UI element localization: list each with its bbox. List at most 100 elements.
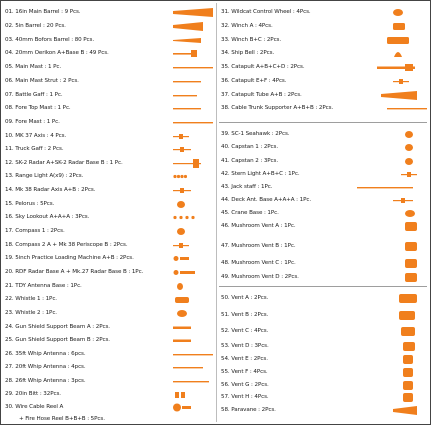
part-label: 48. Mushroom Vent C : 1Pc. xyxy=(221,260,296,266)
part-illustration-icon xyxy=(173,49,199,58)
part-label: 31. Wildcat Control Wheel : 4Pcs. xyxy=(221,9,311,15)
part-label: 28. 26ft Whip Antenna : 3pcs. xyxy=(5,378,86,384)
part-illustration-icon xyxy=(175,390,187,399)
part-illustration-icon xyxy=(173,36,201,45)
part-illustration-icon xyxy=(399,311,415,320)
part-label: 26. 35ft Whip Antenna : 6pcs. xyxy=(5,351,86,357)
part-illustration-icon xyxy=(381,91,417,100)
part-label: 14. Mk 38 Radar Axis A+B : 2Pcs. xyxy=(5,187,96,193)
part-illustration-icon xyxy=(399,294,417,303)
part-illustration-icon xyxy=(405,273,417,282)
part-label: 45. Crane Base : 1Pc. xyxy=(221,210,279,216)
part-illustration-icon xyxy=(405,222,417,231)
part-illustration-icon xyxy=(173,22,203,31)
part-label: 25. Gun Shield Support Beam B : 2Pcs. xyxy=(5,337,110,343)
part-illustration-icon xyxy=(403,381,413,390)
part-label: 42. Stern Light A+B+C : 1Pc. xyxy=(221,171,300,177)
part-illustration-icon xyxy=(173,186,191,195)
part-label: 52. Vent C : 4Pcs. xyxy=(221,328,269,334)
part-label: 30. Wire Cable Reel A xyxy=(5,404,64,410)
part-illustration-icon xyxy=(405,157,413,166)
part-illustration-icon xyxy=(173,254,189,263)
part-illustration-icon xyxy=(393,22,405,31)
part-illustration-icon xyxy=(173,132,189,141)
part-label: 44. Deck Ant. Base A+A+A : 1Pc. xyxy=(221,197,312,203)
part-illustration-icon xyxy=(173,213,197,222)
part-illustration-icon xyxy=(177,200,185,209)
part-label: 58. Paravane : 2Pcs. xyxy=(221,407,276,413)
part-label: 22. Whistle 1 : 1Pc. xyxy=(5,296,57,302)
part-label: 27. 20ft Whip Antenna : 4pcs. xyxy=(5,364,86,370)
part-label: + Fire Hose Reel B+B+B : 5Pcs. xyxy=(19,416,105,422)
part-label: 49. Mushroom Vent D : 2Pcs. xyxy=(221,274,299,280)
part-illustration-icon xyxy=(403,393,413,402)
part-illustration-icon xyxy=(173,77,201,86)
part-label: 50. Vent A : 2Pcs. xyxy=(221,295,269,301)
part-label: 08. Fore Top Mast : 1 Pc. xyxy=(5,105,71,111)
part-label: 40. Capstan 1 : 2Pcs. xyxy=(221,144,279,150)
part-illustration-icon xyxy=(393,77,409,86)
part-label: 10. MK 37 Axis : 4 Pcs. xyxy=(5,133,67,139)
part-label: 18. Compass 2 A + Mk 38 Periscope B : 2P… xyxy=(5,242,128,248)
part-illustration-icon xyxy=(173,118,213,127)
part-illustration-icon xyxy=(173,268,195,277)
part-label: 06. Main Mast Strut : 2 Pcs. xyxy=(5,78,79,84)
part-illustration-icon xyxy=(387,36,409,45)
part-label: 04. 20mm Oerikon A+Base B : 49 Pcs. xyxy=(5,50,109,56)
part-label: 43. Jack staff : 1Pc. xyxy=(221,184,273,190)
part-illustration-icon xyxy=(387,104,427,113)
part-illustration-icon xyxy=(177,282,183,291)
part-illustration-icon xyxy=(393,196,413,205)
part-illustration-icon xyxy=(401,170,417,179)
part-illustration-icon xyxy=(393,406,417,415)
part-label: 33. Winch B+C : 2Pcs. xyxy=(221,37,282,43)
part-illustration-icon xyxy=(405,242,417,251)
part-label: 05. Main Mast : 1 Pc. xyxy=(5,64,62,70)
part-illustration-icon xyxy=(173,104,201,113)
part-illustration-icon xyxy=(173,377,209,386)
part-label: 01. 16in Main Barrel : 9 Pcs. xyxy=(5,9,81,15)
part-label: 51. Vent B : 2Pcs. xyxy=(221,312,269,318)
part-illustration-icon xyxy=(405,130,413,139)
part-label: 34. Ship Bell : 2Pcs. xyxy=(221,50,275,56)
part-label: 55. Vent F : 4Pcs. xyxy=(221,369,268,375)
part-illustration-icon xyxy=(403,342,415,351)
part-label: 11. Truck Gaff : 2 Pcs. xyxy=(5,146,64,152)
part-label: 32. Winch A : 4Pcs. xyxy=(221,23,273,29)
part-label: 19. 5inch Practice Loading Machine A+B :… xyxy=(5,255,134,261)
part-illustration-icon xyxy=(177,227,185,236)
section-divider xyxy=(219,286,427,287)
part-illustration-icon xyxy=(403,368,413,377)
part-label: 36. Catapult E+F : 4Pcs. xyxy=(221,78,287,84)
part-illustration-icon xyxy=(173,363,203,372)
part-label: 03. 40mm Bofors Barrel : 80 Pcs. xyxy=(5,37,95,43)
part-illustration-icon xyxy=(357,183,413,192)
part-illustration-icon xyxy=(173,403,191,412)
part-illustration-icon xyxy=(177,309,187,318)
part-label: 15. Pelorus : 5Pcs. xyxy=(5,201,55,207)
part-label: 07. Battle Gaff : 1 Pc. xyxy=(5,92,63,98)
part-illustration-icon xyxy=(173,8,213,17)
part-label: 38. Cable Trunk Supporter A+B+B : 2Pcs. xyxy=(221,105,334,111)
part-label: 56. Vent G : 2Pcs. xyxy=(221,382,269,388)
part-illustration-icon xyxy=(173,350,213,359)
part-illustration-icon xyxy=(173,91,197,100)
part-label: 53. Vent D : 3Pcs. xyxy=(221,343,269,349)
section-divider xyxy=(219,122,427,123)
part-illustration-icon xyxy=(403,355,413,364)
part-label: 13. Range Light A(x9) : 2Pcs. xyxy=(5,173,84,179)
part-label: 20. RDF Radar Base A + Mk.27 Radar Base … xyxy=(5,269,144,275)
part-illustration-icon xyxy=(393,8,403,17)
part-label: 02. 5in Barrel : 20 Pcs. xyxy=(5,23,66,29)
part-label: 35. Catapult A+B+C+D : 2Pcs. xyxy=(221,64,305,70)
part-illustration-icon xyxy=(173,336,191,345)
part-label: 41. Capstan 2 : 3Pcs. xyxy=(221,158,279,164)
part-illustration-icon xyxy=(173,323,191,332)
part-illustration-icon xyxy=(401,327,415,336)
part-illustration-icon xyxy=(173,241,189,250)
part-illustration-icon xyxy=(377,63,415,72)
part-label: 09. Fore Mast : 1 Pc. xyxy=(5,119,60,125)
part-illustration-icon xyxy=(405,143,413,152)
part-illustration-icon xyxy=(173,159,201,168)
